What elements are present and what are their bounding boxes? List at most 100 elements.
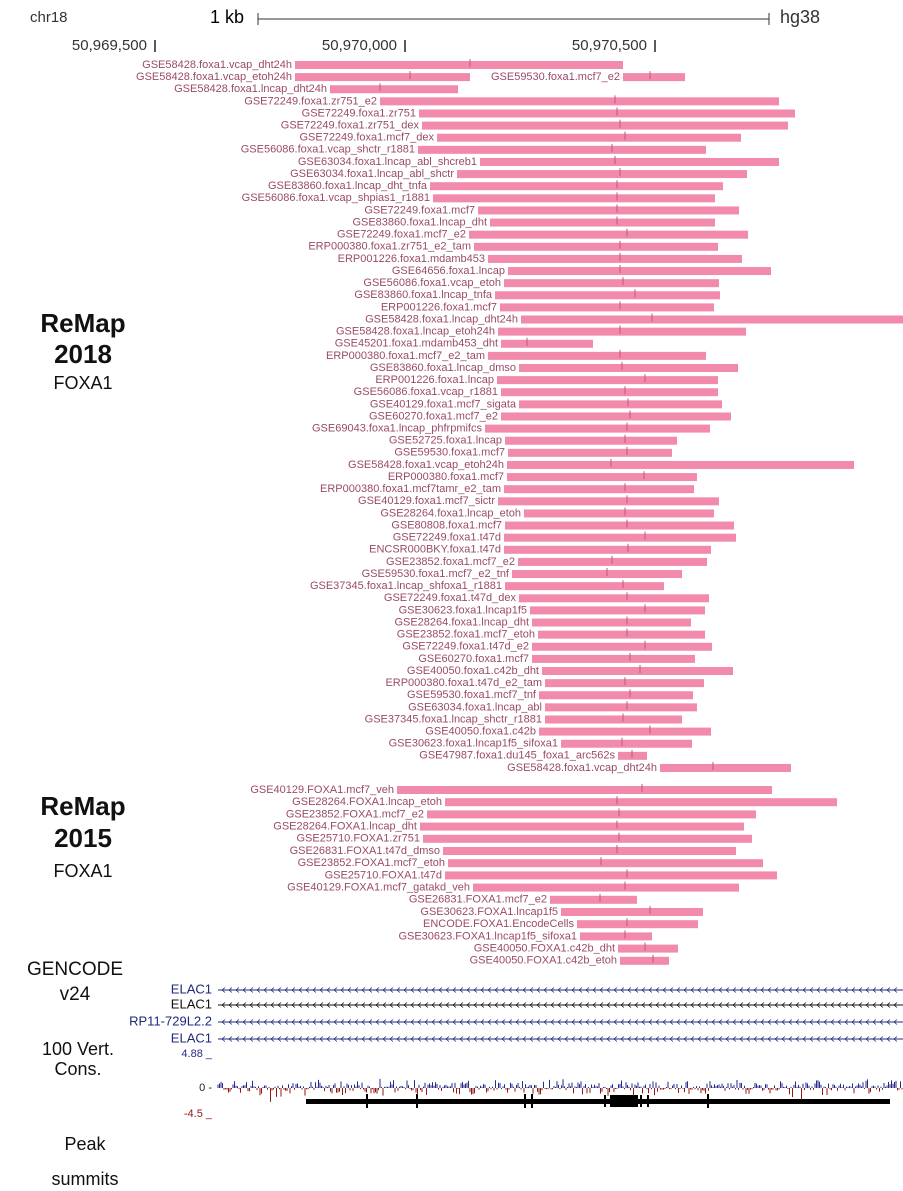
- scale-bar: [257, 13, 770, 25]
- peak: [495, 291, 720, 300]
- peak-label: GSE40129.foxa1.mcf7_sictr: [358, 495, 495, 507]
- peak: [577, 920, 698, 929]
- track-version: v24: [60, 984, 91, 1005]
- peak-label: GSE56086.foxa1.vcap_r1881: [354, 386, 498, 398]
- peak: [474, 242, 718, 251]
- scale-label: 1 kb: [210, 7, 244, 27]
- peak-label: GSE63034.foxa1.lncap_abl_shcreb1: [298, 156, 477, 168]
- peak-label: GSE40050.FOXA1.c42b_dht: [474, 943, 615, 955]
- peak: [422, 121, 788, 130]
- peak: [504, 533, 736, 542]
- peak-label: ERP000380.foxa1.zr751_e2_tam: [308, 241, 471, 253]
- peak: [504, 279, 719, 288]
- peak: [521, 315, 903, 324]
- peak: [618, 944, 678, 953]
- cons-min: -4.5 _: [184, 1108, 213, 1120]
- peak-label: ERP000380.foxa1.mcf7: [388, 471, 504, 483]
- peak-label: GSE56086.foxa1.vcap_shpias1_r1881: [242, 192, 430, 204]
- peak-label: GSE59530.foxa1.mcf7_tnf: [407, 689, 537, 701]
- peak-label: GSE28264.FOXA1.lncap_etoh: [292, 796, 442, 808]
- peak-label: ENCODE.FOXA1.EncodeCells: [423, 918, 574, 930]
- gene-strand: [221, 1002, 898, 1008]
- gene-strand: [221, 987, 898, 993]
- track-factor: FOXA1: [53, 861, 112, 881]
- peak: [505, 582, 664, 591]
- peak-label: ERP001226.foxa1.lncap: [375, 374, 494, 386]
- peak-label: GSE56086.foxa1.vcap_etoh: [363, 277, 501, 289]
- cons-negative: [223, 1088, 903, 1102]
- peak: [524, 509, 714, 518]
- peak: [433, 194, 715, 203]
- peak: [445, 871, 777, 880]
- peak: [532, 654, 695, 663]
- gene-strand: [221, 1019, 898, 1025]
- peak: [501, 388, 718, 397]
- peak-label: GSE72249.foxa1.zr751_dex: [281, 120, 420, 132]
- peak-label: GSE23852.foxa1.mcf7_e2: [386, 556, 515, 568]
- peak-label: GSE30623.FOXA1.lncap1f5_sifoxa1: [398, 930, 577, 942]
- peak-label: ERP000380.foxa1.t47d_e2_tam: [385, 677, 542, 689]
- peak-label: GSE40129.FOXA1.mcf7_gatakd_veh: [287, 882, 470, 894]
- peak-label: GSE72249.foxa1.mcf7_e2: [337, 229, 466, 241]
- peak: [497, 376, 718, 385]
- peak-label: GSE23852.FOXA1.mcf7_etoh: [298, 857, 445, 869]
- peak: [507, 460, 854, 469]
- peak: [545, 703, 697, 712]
- peak: [508, 267, 771, 276]
- peak-label: GSE40050.foxa1.c42b_dht: [407, 665, 539, 677]
- track-title: Peak: [64, 1134, 106, 1154]
- track-title: ReMap: [40, 308, 125, 338]
- peak-label: GSE72249.foxa1.zr751_e2: [244, 95, 377, 107]
- peak-label: ENCSR000BKY.foxa1.t47d: [369, 544, 501, 556]
- peak-label: GSE58428.foxa1.vcap_etoh24h: [136, 71, 292, 83]
- peak: [443, 847, 736, 855]
- peak: [420, 822, 744, 831]
- peak: [500, 303, 714, 312]
- peak: [623, 73, 685, 82]
- peak: [505, 436, 677, 445]
- track-title: GENCODE: [27, 959, 123, 980]
- peak: [427, 810, 756, 819]
- peak: [538, 630, 705, 639]
- peak: [501, 339, 593, 348]
- peak: [485, 424, 710, 433]
- peak-label: GSE40129.foxa1.mcf7_sigata: [370, 398, 517, 410]
- peak-label: GSE63034.foxa1.lncap_abl: [408, 701, 542, 713]
- gene-label: ELAC1: [171, 981, 212, 996]
- track-title: ReMap: [40, 791, 125, 821]
- peak: [295, 61, 623, 69]
- peak: [508, 448, 672, 457]
- peak: [530, 606, 705, 615]
- peak: [580, 932, 652, 941]
- peak: [561, 908, 703, 916]
- peak: [542, 667, 733, 675]
- peak-label: GSE72249.foxa1.mcf7: [364, 204, 475, 216]
- peak: [504, 485, 694, 494]
- peak: [507, 473, 697, 482]
- peak-label: GSE26831.FOXA1.t47d_dmso: [290, 845, 440, 857]
- peak: [488, 254, 742, 263]
- gene-strand: [221, 1036, 898, 1042]
- peak: [532, 642, 712, 651]
- peak: [519, 400, 722, 409]
- peak: [480, 157, 779, 166]
- cons-zero: 0 -: [199, 1082, 212, 1094]
- peak-label: ERP001226.foxa1.mdamb453: [338, 253, 485, 265]
- peak-label: GSE45201.foxa1.mdamb453_dht: [335, 338, 498, 350]
- peak-label: GSE59530.foxa1.mcf7: [394, 447, 505, 459]
- cons-positive: [217, 1078, 901, 1088]
- peak-label: GSE83860.foxa1.lncap_dht: [352, 216, 487, 228]
- peak: [397, 786, 772, 794]
- peak: [561, 739, 692, 748]
- peak: [505, 521, 734, 530]
- peak-label: GSE37345.foxa1.lncap_shfoxa1_r1881: [310, 580, 502, 592]
- track-subtitle: Cons.: [54, 1059, 101, 1079]
- track-factor: FOXA1: [53, 373, 112, 393]
- peak: [532, 618, 691, 627]
- peak-label: GSE83860.foxa1.lncap_tnfa: [354, 289, 492, 301]
- peak-label: GSE80808.foxa1.mcf7: [391, 519, 502, 531]
- peak: [423, 834, 752, 843]
- peak: [539, 691, 693, 700]
- peak: [512, 570, 682, 579]
- peak-label: GSE59530.foxa1.mcf7_e2_tnf: [362, 568, 510, 580]
